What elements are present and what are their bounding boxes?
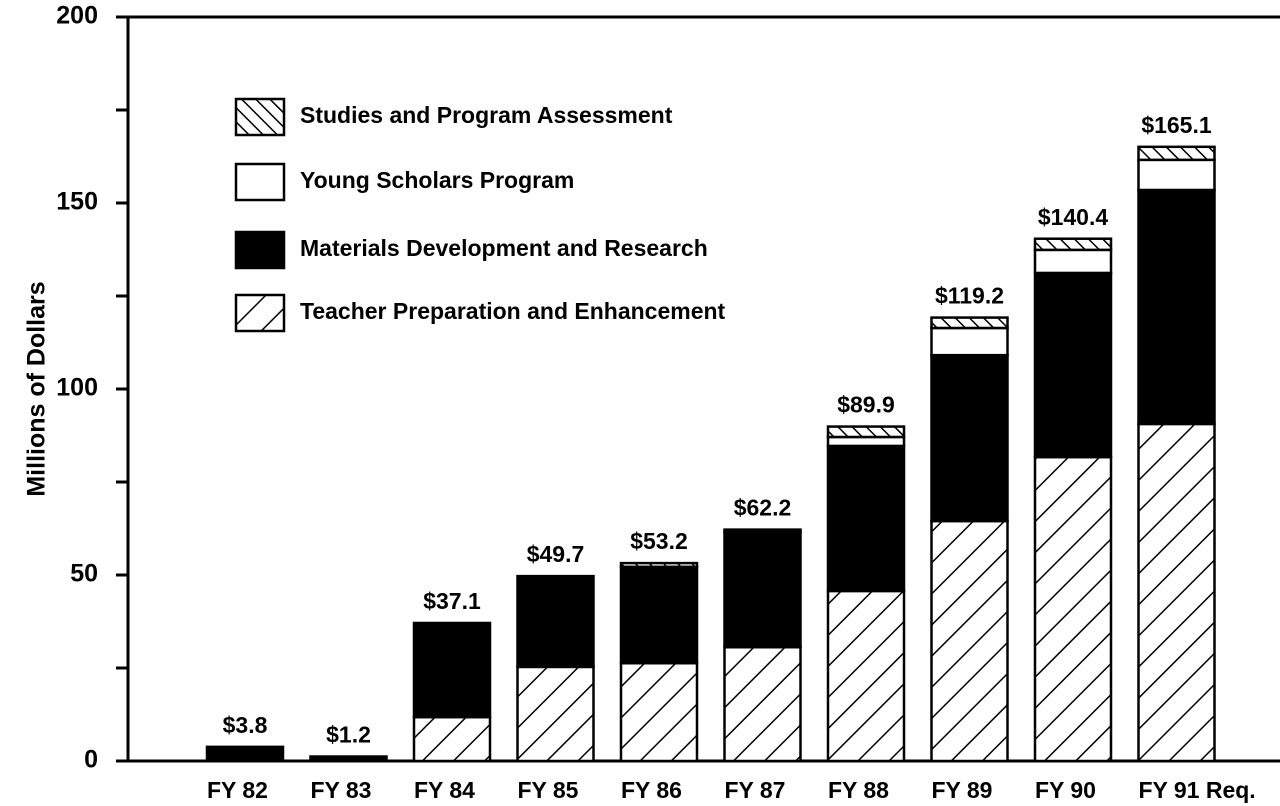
total-label: $49.7 [527,541,585,567]
bar-segment [930,353,1009,523]
bar-segment [826,425,906,439]
bar-segment [930,326,1009,357]
bar-segment [723,530,802,649]
x-tick-label: FY 86 [621,777,682,803]
bar-segment [1137,188,1216,426]
bar-segment [1033,271,1113,459]
x-tick-label: FY 91 Req. [1139,777,1256,803]
bar-segment [826,435,906,448]
x-tick-label: FY 87 [725,777,786,803]
total-label: $1.2 [326,722,371,748]
bar-segment [619,561,699,569]
total-label: $140.4 [1038,204,1109,230]
y-tick-label: 100 [56,374,98,402]
bar-segment [1137,158,1216,192]
total-label: $62.2 [734,495,792,521]
total-label: $89.9 [837,392,895,418]
bar-segment [1137,422,1216,763]
legend-swatch [234,293,286,333]
y-tick-label: 0 [84,746,98,774]
legend-swatch [234,230,286,270]
x-tick-label: FY 85 [518,777,579,803]
x-tick-label: FY 90 [1035,777,1096,803]
bar-segment [930,519,1009,763]
legend-swatch [234,97,286,137]
x-tick-label: FY 89 [932,777,993,803]
bar-segment [619,661,699,763]
x-tick-label: FY 88 [828,777,889,803]
legend-label: Materials Development and Research [300,235,708,261]
legend-label: Young Scholars Program [300,167,574,193]
bar-segment [1033,455,1113,763]
bar-segment [412,715,492,763]
bar-segment [516,574,595,669]
bar-segment [826,589,906,763]
bar-segment [309,755,388,763]
bar-segment [1033,237,1113,252]
legend-label: Studies and Program Assessment [300,102,673,128]
y-axis-label: Millions of Dollars [23,281,51,496]
total-label: $53.2 [630,528,688,554]
total-label: $165.1 [1141,112,1212,138]
x-tick-label: FY 83 [311,777,372,803]
bar-segment [723,528,802,534]
total-label: $3.8 [223,712,268,738]
bar-segment [1033,248,1113,275]
bar-segment [516,665,595,763]
legend-swatch [234,162,286,202]
y-tick-label: 150 [56,188,98,216]
bar-segment [826,444,906,593]
x-tick-label: FY 84 [414,777,475,803]
bar-segment [930,316,1009,330]
y-tick-label: 200 [56,2,98,30]
bar-segment [1137,145,1216,162]
y-tick-label: 50 [70,560,98,588]
total-label: $37.1 [423,588,481,614]
bar-segment [619,565,699,665]
legend-label: Teacher Preparation and Enhancement [300,298,726,324]
bar-segment [412,621,492,719]
bar-segment [723,645,802,763]
x-tick-label: FY 82 [207,777,268,803]
total-label: $119.2 [935,283,1004,309]
bar-segment [205,745,285,763]
